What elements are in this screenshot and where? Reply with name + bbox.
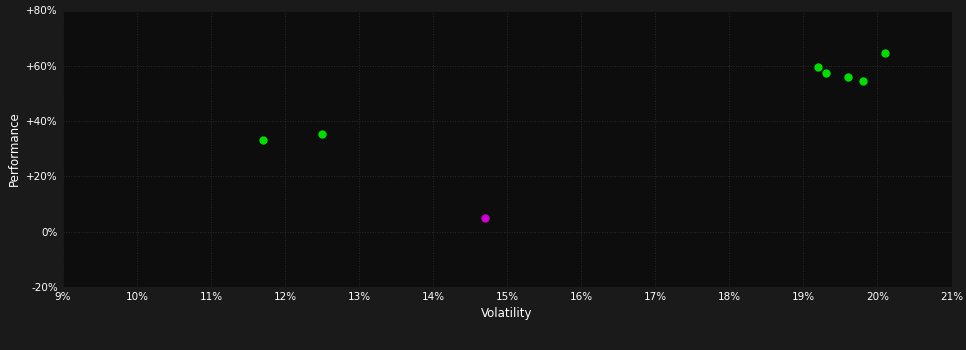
X-axis label: Volatility: Volatility [481, 307, 533, 320]
Y-axis label: Performance: Performance [8, 111, 20, 186]
